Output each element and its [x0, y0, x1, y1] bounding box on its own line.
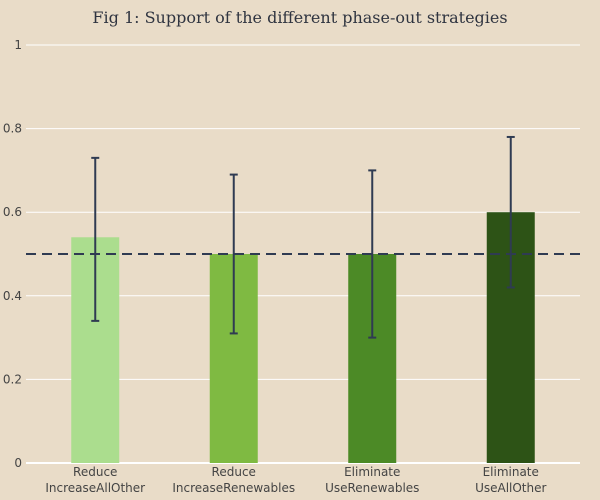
x-tick-label: Reduce IncreaseRenewables: [172, 465, 295, 495]
y-tick-label: 0.4: [3, 289, 22, 303]
y-axis-ticks: 0 0.2 0.4 0.6 0.8 1: [3, 38, 22, 470]
y-tick-label: 1: [14, 38, 22, 52]
error-bar: [229, 173, 238, 335]
x-tick-label: Eliminate UseRenewables: [325, 465, 419, 495]
error-bars: [91, 135, 515, 339]
x-tick-label-line: IncreaseAllOther: [45, 481, 145, 495]
y-tick-label: 0.2: [3, 372, 22, 386]
x-tick-label: Reduce IncreaseAllOther: [45, 465, 145, 495]
x-tick-label-line: UseAllOther: [475, 481, 546, 495]
x-tick-label-line: Reduce: [212, 465, 256, 479]
error-bar: [91, 156, 100, 322]
error-bar: [506, 135, 515, 289]
y-tick-label: 0: [14, 456, 22, 470]
x-tick-label-line: IncreaseRenewables: [172, 481, 295, 495]
y-tick-label: 0.8: [3, 122, 22, 136]
x-tick-label-line: Eliminate: [344, 465, 400, 479]
chart-title: Fig 1: Support of the different phase-ou…: [92, 8, 507, 27]
error-bar: [368, 169, 377, 339]
y-tick-label: 0.6: [3, 205, 22, 219]
x-tick-label-line: Reduce: [73, 465, 117, 479]
x-tick-label: Eliminate UseAllOther: [475, 465, 546, 495]
bar-series: [71, 212, 535, 463]
x-tick-label-line: Eliminate: [483, 465, 539, 479]
x-tick-label-line: UseRenewables: [325, 481, 419, 495]
x-axis-ticks: Reduce IncreaseAllOther Reduce IncreaseRene…: [45, 465, 546, 495]
